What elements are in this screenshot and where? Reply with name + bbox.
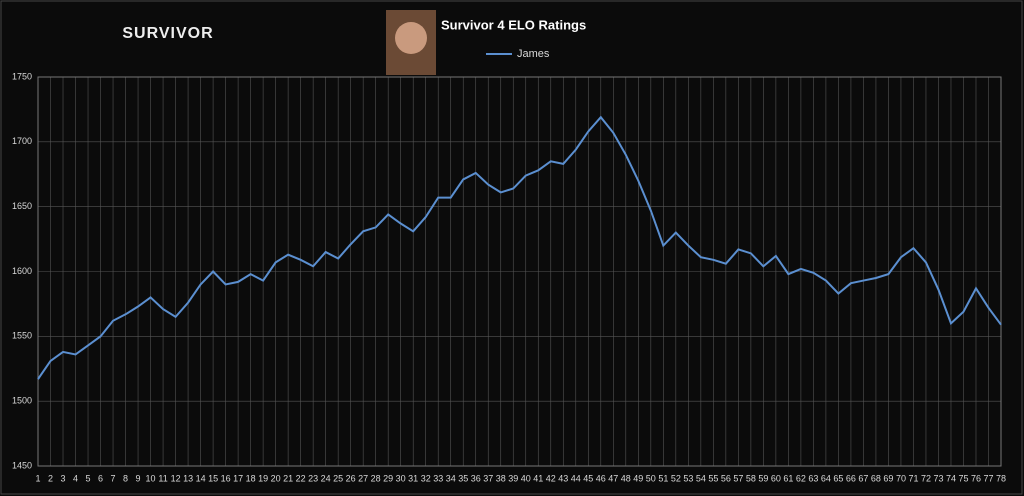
y-tick-label: 1700 bbox=[12, 136, 32, 146]
x-tick-label: 7 bbox=[111, 473, 116, 483]
x-tick-label: 56 bbox=[721, 473, 731, 483]
x-tick-label: 13 bbox=[183, 473, 193, 483]
x-tick-label: 35 bbox=[458, 473, 468, 483]
x-tick-label: 9 bbox=[136, 473, 141, 483]
data-line bbox=[37, 115, 1002, 380]
y-tick-label: 1450 bbox=[12, 460, 32, 470]
x-tick-label: 45 bbox=[583, 473, 593, 483]
x-tick-label: 54 bbox=[696, 473, 706, 483]
x-tick-label: 70 bbox=[896, 473, 906, 483]
x-tick-label: 64 bbox=[821, 473, 831, 483]
x-tick-label: 39 bbox=[508, 473, 518, 483]
x-tick-label: 15 bbox=[208, 473, 218, 483]
x-tick-label: 49 bbox=[633, 473, 643, 483]
x-tick-label: 32 bbox=[421, 473, 431, 483]
x-tick-label: 40 bbox=[521, 473, 531, 483]
x-tick-label: 61 bbox=[783, 473, 793, 483]
y-tick-label: 1650 bbox=[12, 201, 32, 211]
x-tick-label: 34 bbox=[446, 473, 456, 483]
x-tick-label: 11 bbox=[158, 473, 167, 483]
x-tick-label: 69 bbox=[883, 473, 893, 483]
x-tick-label: 20 bbox=[271, 473, 281, 483]
x-tick-label: 59 bbox=[758, 473, 768, 483]
x-tick-label: 43 bbox=[558, 473, 568, 483]
x-tick-label: 66 bbox=[846, 473, 856, 483]
x-tick-label: 47 bbox=[608, 473, 618, 483]
x-tick-label: 24 bbox=[321, 473, 331, 483]
x-tick-label: 63 bbox=[808, 473, 818, 483]
x-tick-label: 77 bbox=[983, 473, 993, 483]
x-tick-label: 38 bbox=[496, 473, 506, 483]
x-tick-label: 44 bbox=[571, 473, 581, 483]
x-tick-label: 78 bbox=[996, 473, 1006, 483]
x-tick-label: 27 bbox=[358, 473, 368, 483]
x-tick-label: 3 bbox=[61, 473, 66, 483]
x-tick-label: 76 bbox=[971, 473, 981, 483]
x-tick-label: 6 bbox=[98, 473, 103, 483]
x-tick-label: 30 bbox=[396, 473, 406, 483]
plot-border bbox=[37, 76, 1002, 467]
x-tick-label: 14 bbox=[196, 473, 206, 483]
x-tick-label: 19 bbox=[258, 473, 268, 483]
x-tick-label: 68 bbox=[871, 473, 881, 483]
x-tick-label: 50 bbox=[646, 473, 656, 483]
x-tick-label: 28 bbox=[371, 473, 381, 483]
y-tick-label: 1600 bbox=[12, 266, 32, 276]
x-tick-label: 60 bbox=[771, 473, 781, 483]
x-tick-label: 75 bbox=[958, 473, 968, 483]
logo: SURVIVOR bbox=[122, 25, 213, 42]
x-tick-label: 29 bbox=[383, 473, 393, 483]
x-tick-label: 62 bbox=[796, 473, 806, 483]
x-tick-label: 67 bbox=[858, 473, 868, 483]
x-tick-label: 41 bbox=[533, 473, 543, 483]
x-tick-label: 73 bbox=[933, 473, 943, 483]
x-tick-label: 18 bbox=[246, 473, 256, 483]
x-tick-label: 26 bbox=[346, 473, 356, 483]
chart-title: Survivor 4 ELO Ratings bbox=[441, 17, 586, 32]
x-tick-label: 4 bbox=[73, 473, 78, 483]
x-tick-label: 51 bbox=[658, 473, 668, 483]
x-tick-label: 1 bbox=[35, 473, 40, 483]
x-tick-label: 5 bbox=[86, 473, 91, 483]
x-tick-label: 46 bbox=[596, 473, 606, 483]
x-tick-label: 58 bbox=[746, 473, 756, 483]
legend-label: James bbox=[517, 48, 550, 60]
y-tick-label: 1550 bbox=[12, 331, 32, 341]
x-tick-label: 21 bbox=[283, 473, 293, 483]
x-tick-label: 71 bbox=[908, 473, 918, 483]
x-tick-label: 74 bbox=[946, 473, 956, 483]
x-tick-label: 33 bbox=[433, 473, 443, 483]
x-tick-label: 10 bbox=[146, 473, 156, 483]
x-tick-label: 16 bbox=[221, 473, 231, 483]
x-tick-label: 53 bbox=[683, 473, 693, 483]
x-tick-label: 52 bbox=[671, 473, 681, 483]
x-tick-label: 22 bbox=[296, 473, 306, 483]
x-tick-label: 8 bbox=[123, 473, 128, 483]
x-tick-label: 17 bbox=[233, 473, 243, 483]
x-tick-label: 25 bbox=[333, 473, 343, 483]
x-tick-label: 37 bbox=[483, 473, 493, 483]
y-tick-label: 1750 bbox=[12, 71, 32, 81]
x-tick-label: 31 bbox=[408, 473, 418, 483]
x-tick-label: 72 bbox=[921, 473, 931, 483]
photo-face bbox=[395, 22, 427, 54]
x-tick-label: 48 bbox=[621, 473, 631, 483]
x-tick-label: 65 bbox=[833, 473, 843, 483]
x-tick-label: 55 bbox=[708, 473, 718, 483]
x-tick-label: 23 bbox=[308, 473, 318, 483]
y-tick-label: 1500 bbox=[12, 396, 32, 406]
x-tick-label: 36 bbox=[471, 473, 481, 483]
x-tick-label: 57 bbox=[733, 473, 743, 483]
x-tick-label: 2 bbox=[48, 473, 53, 483]
x-tick-label: 42 bbox=[546, 473, 556, 483]
x-tick-label: 12 bbox=[171, 473, 181, 483]
